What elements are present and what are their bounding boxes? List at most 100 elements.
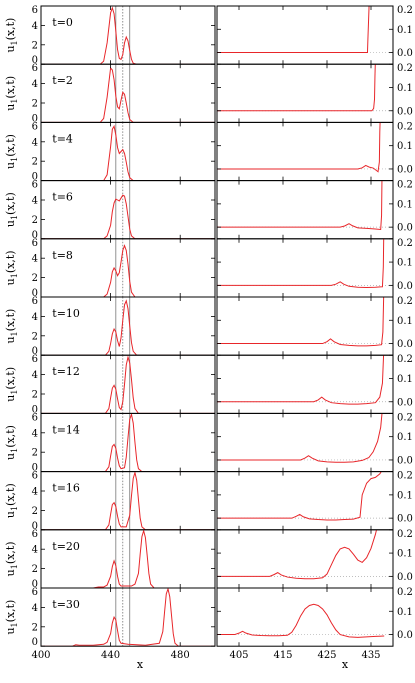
left-y-tick-label: 0 (32, 579, 38, 590)
right-y-tick-label: 0.1 (397, 83, 413, 94)
right-series-line (217, 297, 385, 347)
left-y-tick-label: 0 (32, 463, 38, 474)
left-series-line (41, 588, 215, 647)
right-series-line (217, 64, 376, 112)
panel-t-14: 0 2 4 6 t=14 u1(x,t) 0.0 0.1 0.2 (4, 412, 413, 474)
y-axis-title-var: u (4, 162, 17, 169)
y-axis-title-args: (x,t) (4, 425, 17, 448)
right-x-tick-label: 415 (273, 650, 292, 661)
left-series-line (41, 194, 215, 239)
right-y-tick-label: 0.2 (397, 412, 413, 423)
left-y-tick-label: 6 (32, 412, 38, 423)
y-axis-title-sub: 1 (10, 99, 19, 104)
right-axes-frame (216, 471, 394, 531)
right-y-tick-label: 0.2 (397, 180, 413, 191)
left-y-tick-label: 2 (32, 273, 38, 284)
y-axis-title: u1(x,t) (4, 600, 19, 635)
left-series-line (41, 299, 215, 356)
left-series-line (41, 529, 215, 588)
left-series-line (41, 66, 215, 123)
y-axis-title: u1(x,t) (4, 76, 19, 111)
y-axis-title-args: (x,t) (4, 541, 17, 564)
right-axes-frame (216, 238, 394, 298)
left-y-tick-label: 0 (32, 230, 38, 241)
panel-t-4: 0 2 4 6 t=4 u1(x,t) 0.0 0.1 0.2 (4, 121, 413, 182)
left-y-tick-label: 6 (32, 529, 38, 540)
y-axis-title-args: (x,t) (4, 76, 17, 99)
right-y-tick-label: 0.2 (397, 121, 413, 132)
left-axes-frame (40, 354, 216, 414)
y-axis-title-var: u (4, 278, 17, 285)
y-axis-title: u1(x,t) (4, 541, 19, 576)
y-axis-title-args: (x,t) (4, 192, 17, 215)
left-y-tick-label: 2 (32, 215, 38, 226)
right-y-tick-label: 0.1 (397, 25, 413, 36)
y-axis-title-sub: 1 (10, 331, 19, 336)
left-y-tick-label: 4 (32, 196, 38, 207)
left-y-tick-label: 0 (32, 55, 38, 66)
y-axis-title-var: u (4, 395, 17, 402)
y-axis-title-sub: 1 (10, 157, 19, 162)
right-y-tick-label: 0.0 (397, 630, 413, 641)
right-y-tick-label: 0.0 (397, 572, 413, 583)
panel-t-6: 0 2 4 6 t=6 u1(x,t) 0.0 0.1 0.2 (4, 180, 413, 241)
left-series-line (41, 6, 215, 65)
panel-time-label: t=0 (52, 16, 73, 29)
right-axes-frame (216, 121, 394, 182)
right-y-tick-label: 0.1 (397, 258, 413, 269)
left-y-tick-label: 2 (32, 564, 38, 575)
left-y-tick-label: 4 (32, 428, 38, 439)
right-series-line (217, 355, 385, 405)
left-y-tick-label: 6 (32, 471, 38, 482)
y-axis-title-args: (x,t) (4, 18, 17, 41)
left-y-tick-label: 4 (32, 603, 38, 614)
left-y-tick-label: 4 (32, 487, 38, 498)
left-y-tick-label: 6 (32, 238, 38, 249)
y-axis-title: u1(x,t) (4, 250, 19, 285)
right-y-tick-label: 0.0 (397, 397, 413, 408)
right-y-tick-label: 0.0 (397, 223, 413, 234)
left-y-tick-label: 0 (32, 113, 38, 124)
left-y-tick-label: 6 (32, 296, 38, 307)
panel-time-label: t=12 (52, 365, 80, 378)
y-axis-title-var: u (4, 104, 17, 111)
y-axis-title-args: (x,t) (4, 134, 17, 157)
left-x-tick-label: 400 (31, 650, 50, 661)
left-axes-frame (40, 587, 216, 647)
right-axes-frame (216, 5, 394, 65)
y-axis-title-sub: 1 (10, 564, 19, 569)
right-y-tick-label: 0.2 (397, 238, 413, 249)
right-y-tick-label: 0.2 (397, 5, 413, 16)
left-y-tick-label: 2 (32, 40, 38, 51)
panel-t-20: 0 2 4 6 t=20 u1(x,t) 0.0 0.1 0.2 (4, 529, 413, 590)
panel-t-10: 0 2 4 6 t=10 u1(x,t) 0.0 0.1 0.2 (4, 296, 413, 357)
y-axis-title-sub: 1 (10, 273, 19, 278)
y-axis-title: u1(x,t) (4, 134, 19, 169)
right-x-axis-title: x (342, 658, 349, 671)
left-y-tick-label: 4 (32, 254, 38, 265)
right-series-line (217, 471, 382, 521)
y-axis-title-var: u (4, 511, 17, 518)
y-axis-title-var: u (4, 336, 17, 343)
left-y-tick-label: 2 (32, 331, 38, 342)
y-axis-title-sub: 1 (10, 215, 19, 220)
right-y-tick-label: 0.1 (397, 199, 413, 210)
panel-time-label: t=16 (52, 482, 80, 495)
right-y-tick-label: 0.1 (397, 490, 413, 501)
left-y-tick-label: 6 (32, 63, 38, 74)
left-y-tick-label: 2 (32, 506, 38, 517)
left-y-tick-label: 6 (32, 180, 38, 191)
y-axis-title: u1(x,t) (4, 483, 19, 518)
right-axes-frame (216, 529, 394, 589)
right-series-line (217, 603, 385, 638)
right-y-tick-label: 0.1 (397, 316, 413, 327)
panel-time-label: t=30 (52, 598, 80, 611)
right-series-line (217, 6, 370, 54)
panel-t-16: 0 2 4 6 t=16 u1(x,t) 0.0 0.1 0.2 (4, 471, 413, 532)
right-y-tick-label: 0.2 (397, 63, 413, 74)
left-series-line (41, 244, 215, 298)
panel-time-label: t=4 (52, 132, 73, 145)
right-axes-frame (216, 412, 394, 473)
panel-time-label: t=10 (52, 307, 80, 320)
right-y-tick-label: 0.1 (397, 549, 413, 560)
